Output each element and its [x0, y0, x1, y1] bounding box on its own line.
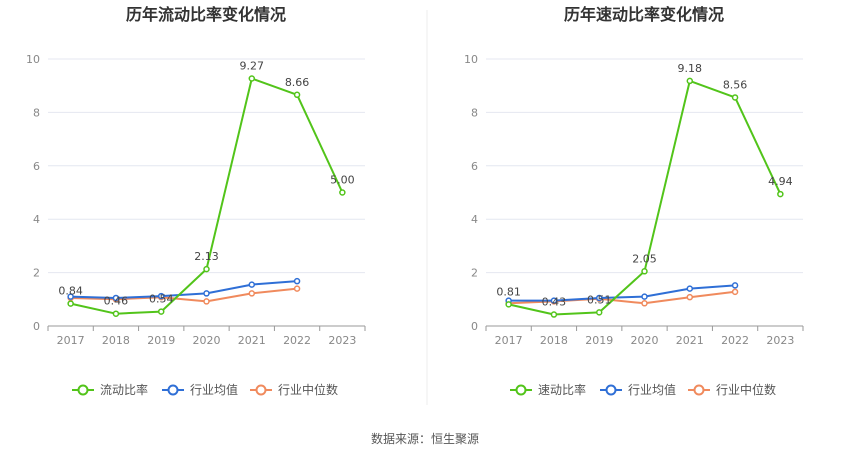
data-point[interactable] — [157, 308, 165, 315]
legend-label[interactable]: 行业均值 — [190, 382, 238, 397]
data-point[interactable] — [248, 281, 256, 288]
y-tick-label: 2 — [33, 267, 40, 280]
data-label: 0.54 — [149, 293, 174, 306]
data-label: 2.13 — [194, 250, 219, 263]
data-point[interactable] — [641, 268, 648, 275]
legend-swatch-marker[interactable] — [255, 384, 267, 396]
y-tick-label: 8 — [471, 106, 478, 119]
data-point[interactable] — [731, 94, 739, 101]
chart-title: 历年流动比率变化情况 — [126, 5, 286, 24]
data-point[interactable] — [731, 288, 739, 296]
chart-quick-ratio: 历年速动比率变化情况 0 2 4 6 8 10 2017 2018 2019 2020 2021 202… — [464, 5, 804, 397]
legend-label[interactable]: 行业中位数 — [278, 382, 338, 397]
data-point[interactable] — [203, 290, 210, 297]
legend-swatch-marker[interactable] — [167, 384, 179, 396]
data-label: 5.00 — [330, 174, 355, 187]
data-point[interactable] — [293, 91, 301, 99]
x-tick-label: 2020 — [631, 334, 659, 347]
data-point[interactable] — [248, 75, 256, 82]
data-point[interactable] — [112, 310, 120, 317]
data-label: 0.84 — [58, 285, 83, 298]
y-tick-label: 10 — [464, 53, 478, 66]
y-tick-label: 0 — [471, 320, 478, 333]
y-tick-label: 4 — [471, 213, 478, 226]
x-tick-label: 2023 — [766, 334, 794, 347]
y-tick-label: 6 — [471, 160, 478, 173]
data-point[interactable] — [293, 285, 301, 292]
chart-title: 历年速动比率变化情况 — [564, 5, 724, 24]
y-tick-label: 10 — [26, 53, 40, 66]
series-line-2 — [70, 287, 298, 303]
data-point[interactable] — [641, 293, 648, 300]
data-point[interactable] — [157, 292, 165, 300]
series-line-1 — [70, 280, 298, 299]
legend-swatch-marker[interactable] — [515, 384, 527, 396]
data-point[interactable] — [686, 293, 694, 301]
x-tick-label: 2018 — [102, 334, 130, 347]
x-tick-label: 2017 — [495, 334, 523, 347]
legend-swatch-marker[interactable] — [693, 384, 705, 396]
legend-swatch-marker[interactable] — [605, 384, 617, 396]
data-point[interactable] — [550, 297, 558, 304]
data-point[interactable] — [293, 277, 301, 285]
series-line-1 — [508, 284, 736, 302]
data-label: 9.18 — [678, 62, 703, 75]
series-line-0 — [70, 77, 344, 315]
data-point[interactable] — [595, 294, 603, 302]
series-line-0 — [508, 79, 782, 316]
data-point[interactable] — [686, 285, 694, 292]
x-tick-label: 2019 — [147, 334, 175, 347]
data-point[interactable] — [203, 298, 210, 305]
data-label: 4.94 — [768, 175, 793, 188]
y-tick-label: 0 — [33, 320, 40, 333]
data-label: 9.27 — [240, 59, 265, 72]
y-tick-label: 6 — [33, 160, 40, 173]
x-tick-label: 2019 — [585, 334, 613, 347]
x-tick-label: 2021 — [676, 334, 704, 347]
data-point[interactable] — [731, 282, 739, 289]
legend-swatch-marker[interactable] — [77, 384, 89, 396]
data-label: 0.51 — [587, 293, 612, 306]
data-label: 0.81 — [496, 285, 521, 298]
data-point[interactable] — [67, 293, 74, 300]
data-point[interactable] — [112, 294, 120, 302]
legend-label[interactable]: 流动比率 — [100, 382, 148, 397]
data-point[interactable] — [550, 311, 558, 318]
x-tick-label: 2017 — [57, 334, 85, 347]
data-point[interactable] — [505, 301, 512, 308]
x-tick-label: 2023 — [328, 334, 356, 347]
data-label: 0.46 — [104, 295, 129, 308]
legend-label[interactable]: 行业中位数 — [716, 382, 776, 397]
y-tick-label: 4 — [33, 213, 40, 226]
data-point[interactable] — [686, 77, 694, 85]
data-label: 8.56 — [723, 78, 748, 91]
x-tick-label: 2022 — [283, 334, 311, 347]
data-label: 0.43 — [542, 296, 567, 309]
chart-current-ratio: 历年流动比率变化情况 0 2 4 6 8 10 2017 2018 2019 2020 2021 202… — [26, 5, 366, 397]
x-tick-label: 2021 — [238, 334, 266, 347]
legend-label[interactable]: 行业均值 — [628, 382, 676, 397]
legend-label[interactable]: 速动比率 — [538, 382, 586, 397]
x-tick-label: 2022 — [721, 334, 749, 347]
y-tick-label: 2 — [471, 267, 478, 280]
x-tick-label: 2018 — [540, 334, 568, 347]
data-label: 2.05 — [632, 252, 657, 265]
source-caption: 数据来源：恒生聚源 — [371, 431, 479, 446]
x-tick-label: 2020 — [193, 334, 221, 347]
y-tick-label: 8 — [33, 106, 40, 119]
data-point[interactable] — [777, 190, 784, 198]
data-point[interactable] — [67, 300, 74, 307]
data-point[interactable] — [339, 189, 346, 196]
data-label: 8.66 — [285, 76, 310, 89]
series-line-2 — [508, 290, 736, 305]
data-point[interactable] — [203, 265, 210, 273]
data-point[interactable] — [248, 290, 256, 297]
data-point[interactable] — [641, 300, 648, 307]
data-point[interactable] — [595, 309, 603, 316]
